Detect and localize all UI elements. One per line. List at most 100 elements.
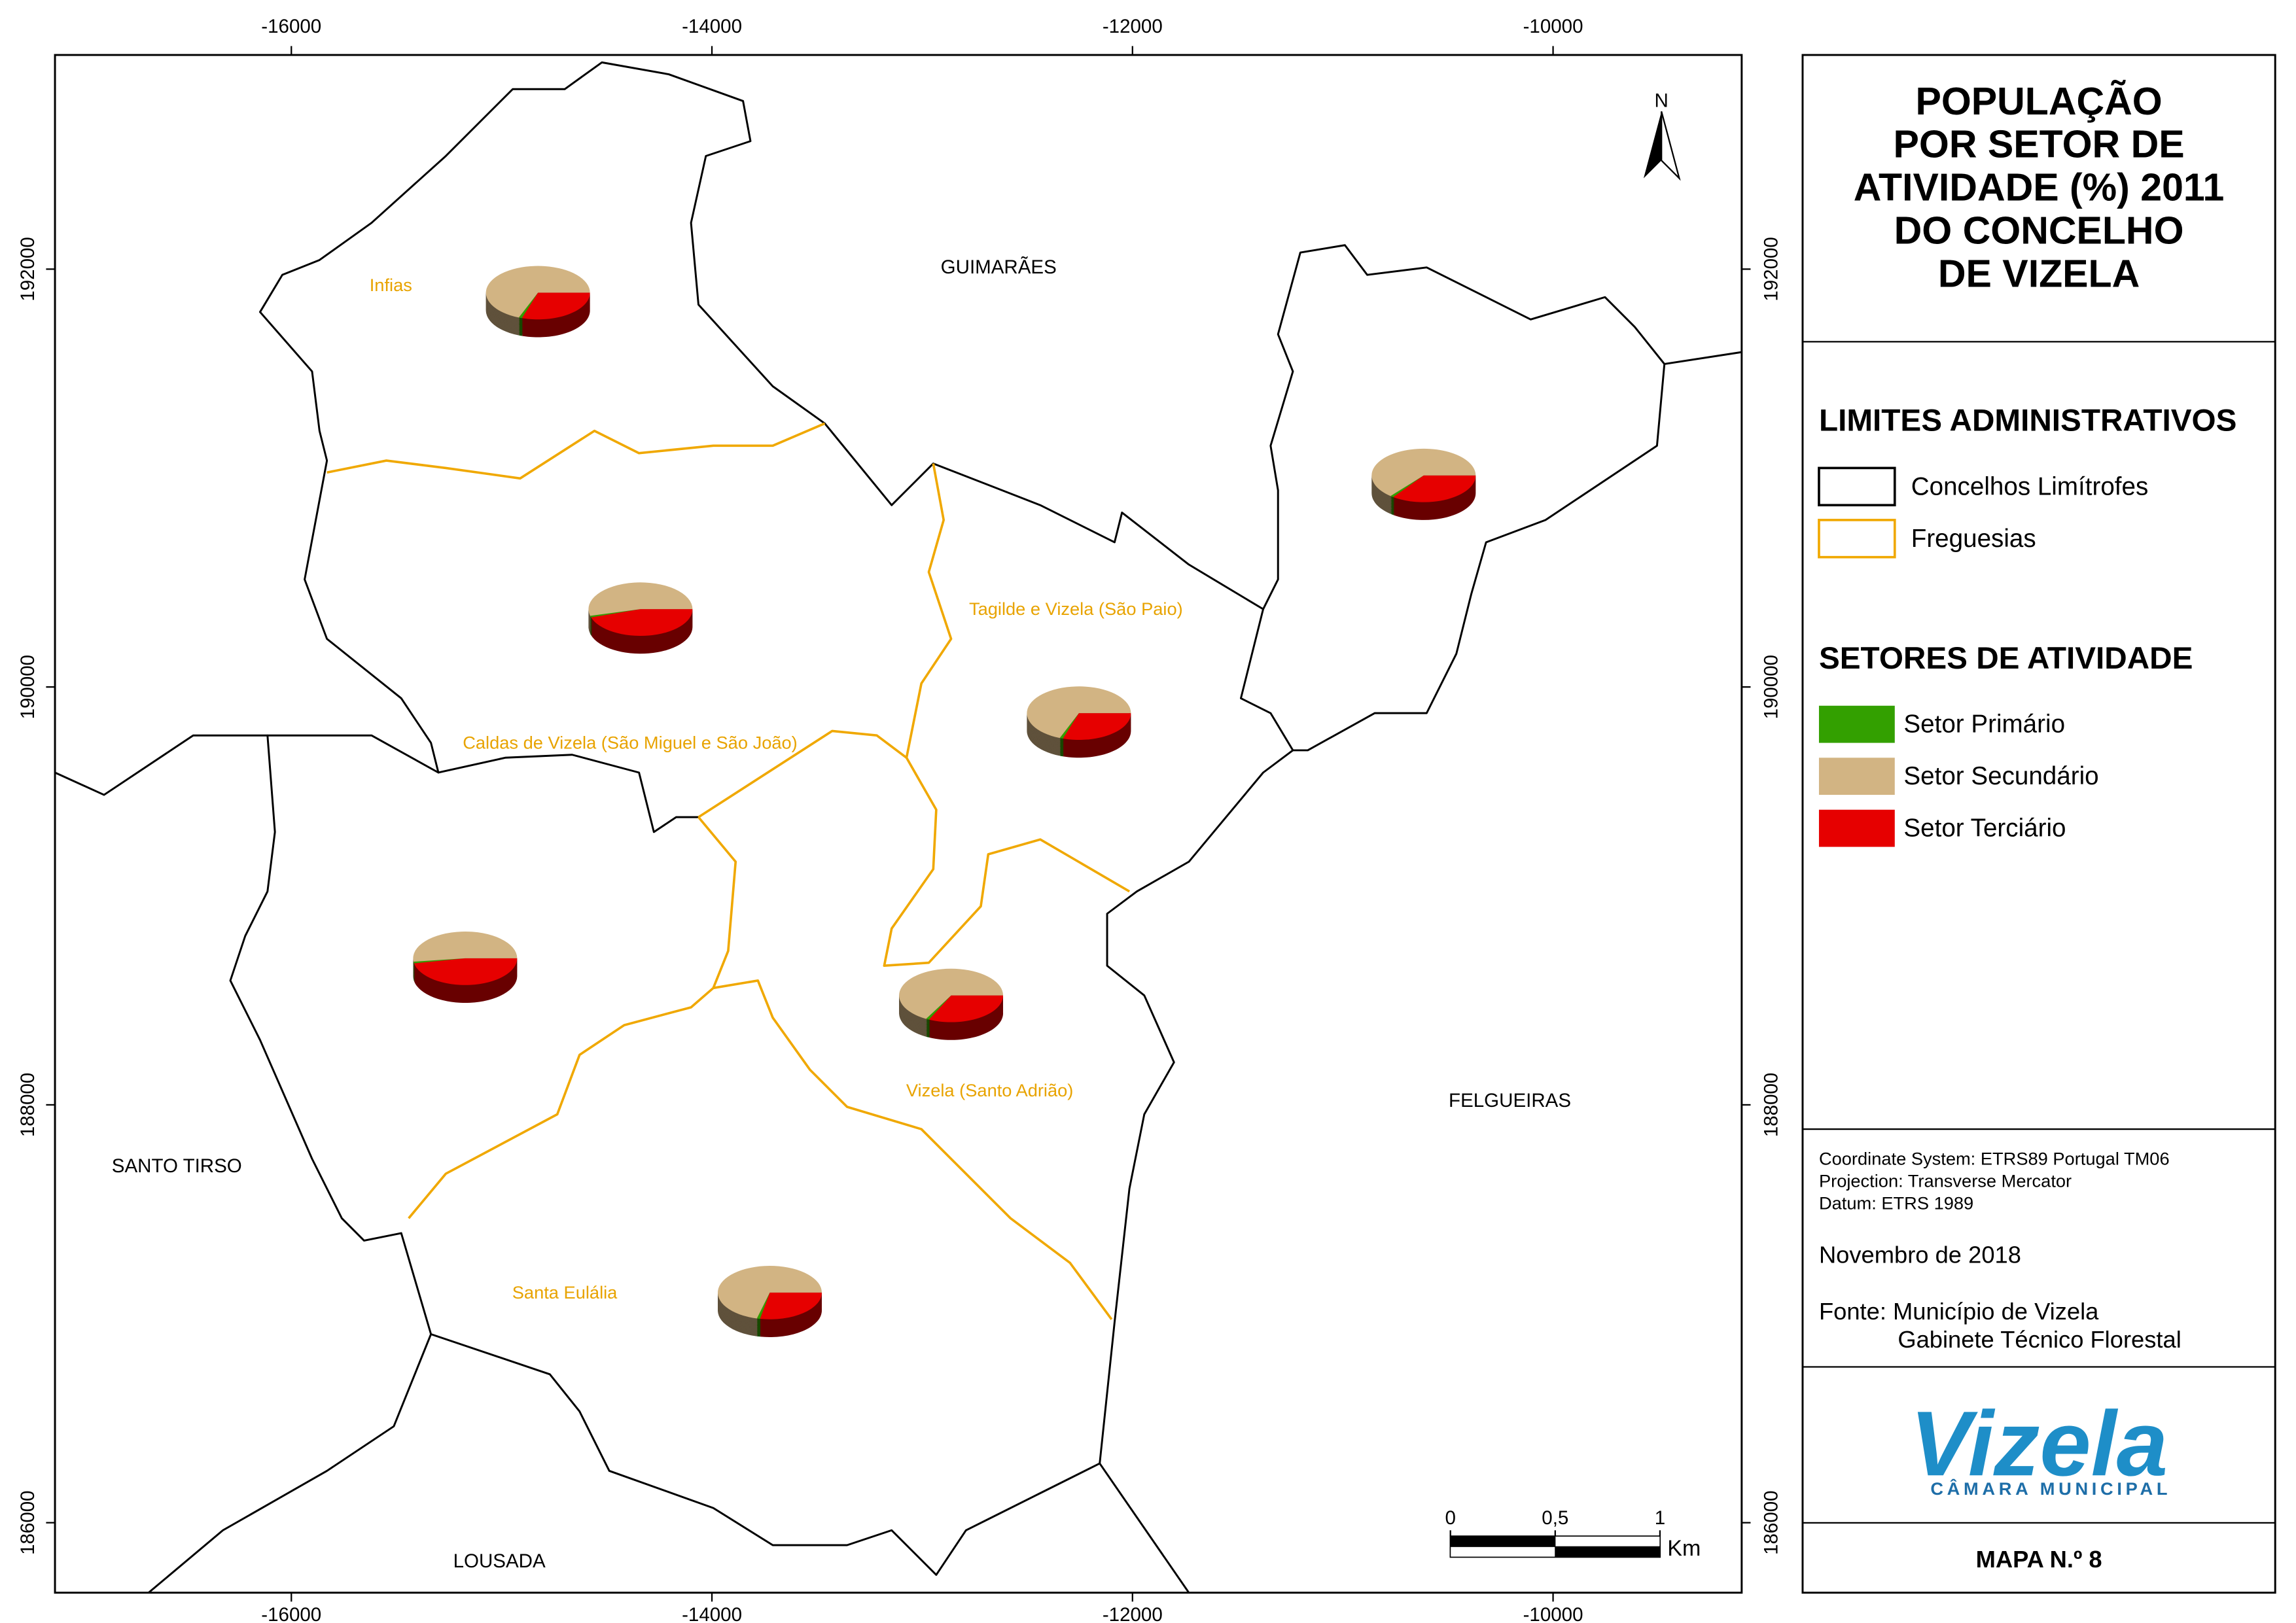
x-tick-label: -10000 [1523,16,1583,37]
pie [899,968,1004,1040]
title-line: DO CONCELHO [1894,209,2184,252]
pie-slice [518,292,539,319]
legend-swatch [1818,809,1895,847]
pie [1371,448,1476,520]
pie-slice [1371,448,1476,497]
scale-unit: Km [1667,1536,1701,1561]
pie-slice [1059,713,1079,739]
x-tick-label: -12000 [1103,1604,1163,1623]
pie-slice [717,1266,822,1319]
scale-segment [1555,1546,1660,1558]
pie-slice [926,995,951,1020]
freguesia-label: Tagilde e Vizela (São Paio) [969,599,1183,619]
pie-slice [590,609,641,618]
pie [588,582,693,654]
title-line: ATIVIDADE (%) 2011 [1854,166,2225,209]
concelho-line [54,734,268,796]
legend-label: Setor Primário [1903,710,2065,739]
north-arrow-left [1643,111,1662,179]
y-tick-label: 186000 [17,1490,39,1554]
legend-swatch [1818,519,1896,559]
freguesia-label: Vizela (Santo Adrião) [906,1080,1074,1100]
y-tick-label: 186000 [1760,1490,1782,1554]
pie [413,932,518,1003]
concelho-line [438,754,699,833]
pie-slice [413,932,518,962]
freguesia-line [883,757,1131,968]
info-text: Datum: ETRS 1989 [1819,1193,1973,1213]
source-text: Gabinete Técnico Florestal [1898,1326,2181,1353]
map-number: MAPA N.º 8 [1976,1546,2102,1573]
vizela-boundary [229,61,1294,1576]
y-tick-label: 188000 [1760,1073,1782,1137]
scale-segment [1450,1546,1556,1558]
x-tick-label: -16000 [261,1604,321,1623]
x-tick-label: -10000 [1523,1604,1583,1623]
legend-panel [1801,54,2276,1594]
pie-slice [414,958,518,985]
pie-slice [756,1292,770,1319]
title-line: DE VIZELA [1938,252,2140,295]
concelho-label: SANTO TIRSO [112,1155,242,1177]
scale-label: 0 [1445,1507,1455,1529]
date-text: Novembro de 2018 [1819,1241,2021,1268]
scale-segment [1450,1536,1555,1547]
logo-subtitle: CÂMARA MUNICIPAL [1930,1478,2171,1499]
vizela-boundary-ne [1262,244,1666,752]
legend-swatch [1818,466,1896,507]
pie-slice [591,609,693,637]
scale-segment [1555,1535,1661,1547]
y-tick-label: 190000 [17,655,39,719]
pie-slice [1390,475,1424,497]
title-line: POR SETOR DE [1894,123,2185,166]
legend-label: Setor Secundário [1903,762,2098,790]
freguesia-label: Caldas de Vizela (São Miguel e São João) [463,733,798,753]
x-tick-label: -14000 [682,16,742,37]
x-tick-label: -16000 [261,16,321,37]
legend-heading: LIMITES ADMINISTRATIVOS [1819,404,2236,438]
pie [486,266,590,338]
logo-name: Vizela [1910,1392,2168,1495]
legend-swatch [1818,705,1895,743]
concelho-line [1664,351,1742,365]
y-tick-label: 188000 [17,1073,39,1137]
map [54,61,1742,1594]
freguesia-line [698,463,953,818]
pie-slice [899,968,1004,1019]
concelho-label: FELGUEIRAS [1449,1090,1571,1111]
y-tick-label: 190000 [1760,655,1782,719]
freguesia-line [327,422,826,480]
pie [717,1266,822,1338]
north-arrow-right [1661,111,1681,181]
pie-slice [928,995,1004,1022]
scale-label: 0,5 [1542,1507,1568,1529]
scale-label: 1 [1655,1507,1665,1529]
freguesia-line [713,979,1113,1320]
freguesia-label: Infias [370,275,412,295]
legend-heading: SETORES DE ATIVIDADE [1819,641,2193,676]
pie [1027,686,1131,758]
north-arrow: N [1643,90,1681,181]
pie-slice [1393,475,1476,502]
freguesia-label: Santa Eulália [512,1282,618,1302]
y-tick-label: 192000 [1760,237,1782,301]
legend-label: Freguesias [1911,525,2036,553]
concelho-line [1099,1463,1190,1594]
legend-label: Concelhos Limítrofes [1911,472,2149,500]
info-text: Coordinate System: ETRS89 Portugal TM06 [1819,1149,2170,1169]
pie-slice [521,292,590,320]
y-tick-label: 192000 [17,237,39,301]
freguesia-line [408,816,737,1219]
x-tick-label: -12000 [1103,16,1163,37]
pie-slice [1063,713,1131,741]
legend-swatch [1818,758,1895,795]
map-frame [54,54,1743,1594]
pie-slice [760,1292,822,1319]
pie-slice [1027,686,1131,739]
legend-label: Setor Terciário [1903,814,2066,843]
x-tick-label: -14000 [682,1604,742,1623]
concelho-line [148,1333,433,1594]
info-text: Projection: Transverse Mercator [1819,1171,2072,1191]
